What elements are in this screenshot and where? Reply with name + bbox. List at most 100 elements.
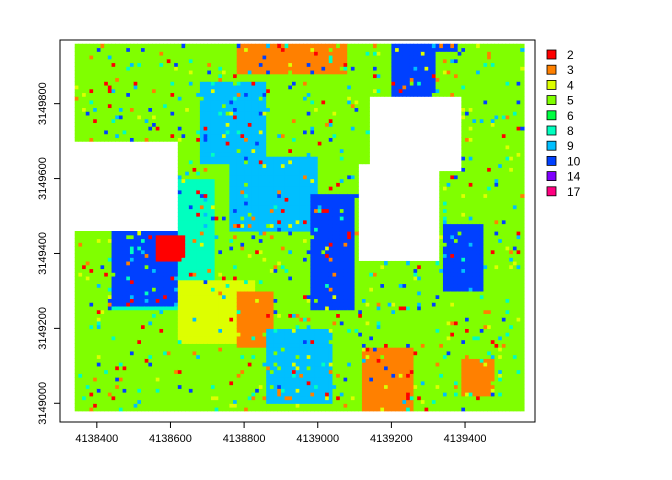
raster-cell bbox=[233, 388, 238, 393]
raster-cell bbox=[152, 302, 157, 307]
raster-cell bbox=[207, 88, 212, 94]
raster-cell bbox=[82, 324, 87, 329]
raster-cell bbox=[199, 234, 205, 240]
raster-cell bbox=[93, 73, 98, 79]
raster-cell bbox=[280, 126, 286, 131]
raster-cell bbox=[177, 377, 183, 382]
raster-cell bbox=[174, 249, 179, 255]
raster-cell bbox=[284, 407, 289, 412]
raster-cell bbox=[122, 242, 127, 247]
raster-cell bbox=[207, 133, 212, 138]
raster-cell bbox=[214, 223, 219, 228]
raster-cell bbox=[229, 388, 234, 393]
raster-cell bbox=[218, 171, 223, 176]
raster-cell bbox=[163, 114, 168, 120]
raster-cell bbox=[225, 362, 230, 367]
raster-cell bbox=[155, 388, 161, 393]
raster-cell bbox=[199, 332, 205, 337]
raster-cell bbox=[188, 335, 194, 341]
raster-cell bbox=[152, 373, 157, 378]
raster-cell bbox=[214, 242, 219, 247]
raster-cell bbox=[210, 407, 216, 412]
raster-cell bbox=[107, 272, 113, 277]
raster-cell bbox=[199, 369, 205, 374]
raster-cell bbox=[222, 99, 227, 105]
raster-cell bbox=[126, 129, 131, 135]
raster-cell bbox=[104, 129, 109, 135]
raster-cell bbox=[148, 268, 153, 273]
raster-cell bbox=[218, 335, 223, 341]
raster-cell bbox=[93, 114, 98, 120]
raster-cell bbox=[144, 62, 149, 67]
raster-cell bbox=[225, 328, 230, 333]
raster-cell bbox=[207, 163, 212, 168]
raster-cell bbox=[133, 335, 138, 341]
raster-cell bbox=[100, 118, 105, 123]
raster-cell bbox=[111, 81, 116, 86]
raster-cell bbox=[222, 122, 227, 127]
raster-cell bbox=[96, 275, 102, 281]
raster-cell bbox=[118, 66, 124, 71]
raster-cell bbox=[174, 399, 179, 404]
raster-cell bbox=[82, 362, 87, 367]
raster-cell bbox=[78, 43, 83, 49]
raster-cell bbox=[229, 339, 234, 344]
raster-cell bbox=[199, 347, 205, 352]
raster-cell bbox=[137, 249, 142, 255]
raster-cell bbox=[89, 309, 94, 314]
raster-cell bbox=[78, 264, 83, 270]
raster-cell bbox=[229, 392, 234, 397]
raster-cell bbox=[277, 332, 282, 337]
raster-cell bbox=[277, 126, 282, 131]
raster-cell bbox=[210, 272, 216, 277]
raster-cell bbox=[269, 324, 275, 329]
raster-cell bbox=[192, 69, 197, 75]
raster-cell bbox=[210, 328, 216, 333]
raster-cell bbox=[199, 231, 205, 236]
raster-cell bbox=[269, 287, 275, 292]
raster-cell bbox=[277, 156, 282, 161]
raster-cell bbox=[229, 69, 234, 75]
raster-cell bbox=[269, 58, 275, 64]
raster-cell bbox=[122, 257, 127, 262]
raster-cell bbox=[89, 69, 94, 75]
raster-cell bbox=[258, 51, 264, 56]
raster-cell bbox=[74, 137, 80, 142]
raster-cell bbox=[244, 193, 249, 198]
raster-cell bbox=[269, 69, 275, 75]
raster-cell bbox=[85, 92, 91, 97]
raster-cell bbox=[166, 126, 172, 131]
raster-cell bbox=[170, 88, 175, 94]
raster-cell bbox=[170, 403, 175, 408]
raster-cell bbox=[196, 294, 201, 300]
raster-cell bbox=[74, 328, 80, 333]
raster-cell bbox=[118, 118, 124, 123]
raster-cell bbox=[192, 178, 197, 183]
raster-cell bbox=[155, 84, 161, 90]
raster-cell bbox=[229, 305, 234, 311]
raster-cell bbox=[244, 133, 249, 138]
raster-cell bbox=[78, 354, 83, 359]
raster-cell bbox=[133, 298, 138, 303]
raster-cell bbox=[262, 279, 267, 285]
raster-cell bbox=[104, 343, 109, 348]
raster-cell bbox=[133, 380, 138, 386]
raster-cell bbox=[78, 305, 83, 311]
raster-cell bbox=[122, 399, 127, 404]
raster-cell bbox=[104, 320, 109, 326]
raster-cell bbox=[89, 403, 94, 408]
raster-cell bbox=[177, 380, 183, 386]
raster-cell bbox=[118, 320, 124, 326]
raster-cell bbox=[155, 275, 161, 281]
raster-cell bbox=[177, 324, 183, 329]
raster-cell bbox=[155, 395, 161, 401]
raster-cell bbox=[126, 350, 131, 356]
raster-cell bbox=[148, 69, 153, 75]
raster-cell bbox=[199, 122, 205, 127]
raster-cell bbox=[93, 298, 98, 303]
raster-cell bbox=[122, 54, 127, 60]
raster-cell bbox=[244, 260, 249, 266]
raster-cell bbox=[137, 332, 142, 337]
raster-cell bbox=[233, 148, 238, 153]
raster-cell bbox=[126, 107, 131, 112]
